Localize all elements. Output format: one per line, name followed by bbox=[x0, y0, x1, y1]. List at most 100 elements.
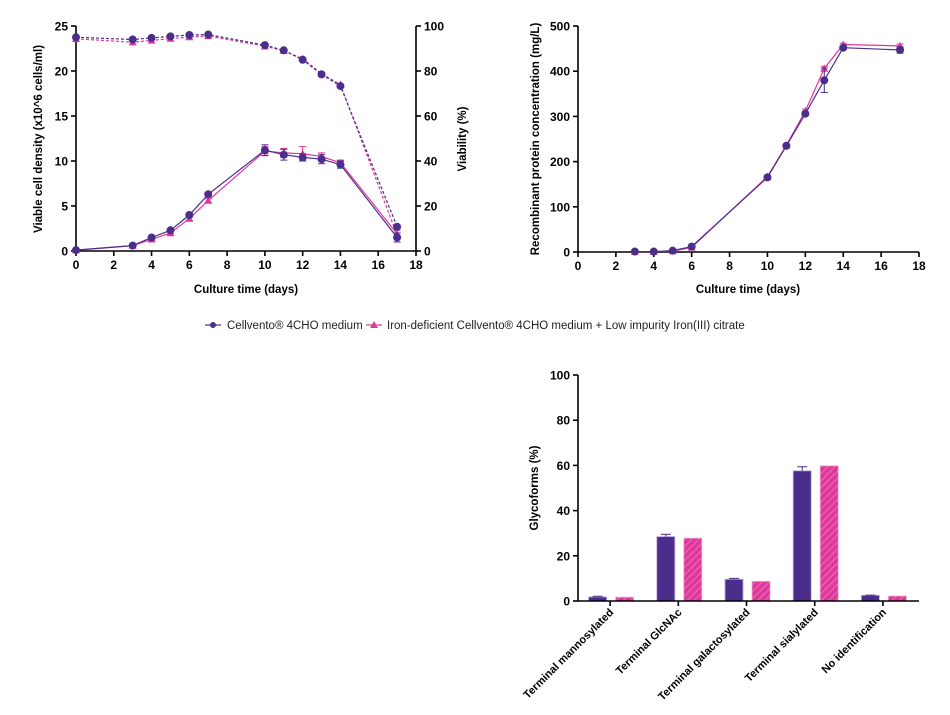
chart1-series-2-point bbox=[166, 32, 175, 41]
chart1-series-2-line bbox=[75, 33, 398, 227]
chart2-series-0-point bbox=[668, 246, 677, 255]
chart1-x-tick-label: 12 bbox=[296, 258, 310, 272]
chart1-series-0-point bbox=[204, 190, 213, 199]
chart3-marks bbox=[588, 465, 907, 602]
chart2-y-tick-label: 0 bbox=[563, 246, 570, 260]
chart1-series-2 bbox=[72, 30, 402, 231]
chart1-series-2-point bbox=[260, 41, 269, 50]
chart1-y-tick-label: 0 bbox=[61, 245, 68, 259]
chart3-bar bbox=[792, 470, 812, 602]
chart1-series-0-point bbox=[317, 155, 326, 164]
chart2-series-0-point bbox=[649, 247, 658, 256]
chart2-series-0-line bbox=[634, 47, 901, 253]
chart1-y-tick-label: 5 bbox=[61, 200, 68, 214]
chart1-series-1-point bbox=[204, 196, 213, 204]
chart3-bar bbox=[861, 594, 880, 602]
chart3-x-tick-label: Terminal GlcNAc bbox=[614, 607, 685, 678]
chart1-x-tick-label: 10 bbox=[258, 258, 272, 272]
chart1-y-tick-label: 25 bbox=[55, 20, 69, 34]
legend-item-iron-deficient: Iron-deficient Cellvento® 4CHO medium + … bbox=[366, 320, 745, 332]
chart1-x-tick-label: 6 bbox=[186, 258, 193, 272]
chart1-series-2-point bbox=[393, 222, 402, 231]
chart3-bar-group-1-series-1 bbox=[683, 537, 703, 602]
chart2-series-0-point bbox=[839, 43, 848, 52]
chart1-y2-tick-label: 80 bbox=[424, 65, 438, 79]
chart3-y-tick-label: 100 bbox=[550, 369, 570, 383]
chart1-y2-tick-label: 100 bbox=[424, 20, 444, 34]
chart3-bar-group-2-series-0 bbox=[724, 577, 744, 602]
chart2-x-axis-title: Culture time (days) bbox=[696, 284, 800, 296]
chart1-series-2-point bbox=[317, 70, 326, 79]
chart1-series-2-point bbox=[128, 35, 137, 44]
chart3-bar bbox=[724, 578, 744, 602]
chart3-bar bbox=[656, 536, 676, 602]
legend-triangle-marker-icon bbox=[370, 321, 378, 328]
chart1-series-2-point bbox=[185, 31, 194, 39]
chart1-x-tick-label: 2 bbox=[110, 258, 117, 272]
chart2-x-tick-label: 8 bbox=[726, 259, 733, 273]
chart1-series-0-point bbox=[147, 233, 156, 242]
chart1-x-tick-label: 4 bbox=[148, 258, 155, 272]
chart1-series-0-point bbox=[128, 241, 137, 250]
chart1-x-tick-label: 14 bbox=[334, 258, 348, 272]
chart2-x-tick-label: 10 bbox=[761, 259, 775, 273]
chart2-x-tick-label: 18 bbox=[912, 259, 926, 273]
chart1-y-tick-label: 15 bbox=[55, 110, 69, 124]
chart1-series-2-point bbox=[336, 82, 345, 91]
chart1-series-2-point bbox=[279, 46, 288, 55]
chart2-series-1-line bbox=[634, 43, 901, 253]
chart3-y-tick-label: 40 bbox=[557, 504, 571, 518]
chart1-series-2-point bbox=[204, 30, 213, 39]
chart1-series-2-point bbox=[147, 33, 156, 42]
chart1-x-tick-label: 0 bbox=[73, 258, 80, 272]
chart1-series-1 bbox=[72, 146, 402, 254]
chart1-x-tick-label: 18 bbox=[409, 258, 423, 272]
chart2-series-0-point bbox=[820, 76, 829, 85]
chart3-y-axis-title: Glycoforms (%) bbox=[529, 445, 541, 530]
chart1-series-0-point bbox=[185, 211, 194, 219]
chart2-y-tick-label: 500 bbox=[550, 20, 570, 34]
chart2-series-0-point bbox=[763, 173, 772, 182]
chart3-bar bbox=[683, 537, 703, 602]
chart3-y-tick-label: 0 bbox=[563, 595, 570, 609]
chart2-x-tick-label: 0 bbox=[575, 259, 582, 273]
chart1-series-0-line bbox=[75, 149, 398, 251]
chart2-series-0-point bbox=[630, 247, 639, 256]
chart2-x-tick-label: 6 bbox=[688, 259, 695, 273]
chart1-series-0-point bbox=[336, 160, 345, 169]
legend-label-cellvento: Cellvento® 4CHO medium bbox=[227, 320, 363, 332]
chart1-x-axis-title: Culture time (days) bbox=[194, 284, 298, 296]
chart1-series-3-line bbox=[75, 35, 398, 236]
legend-item-cellvento: Cellvento® 4CHO medium bbox=[205, 320, 363, 332]
protein-concentration-chart: 0 2 4 6 8 10 12 14 16 18 0 100 200 300 400 500 Culture … bbox=[530, 20, 926, 297]
chart2-series-1 bbox=[630, 40, 905, 255]
chart3-bar bbox=[751, 580, 771, 602]
chart1-series-3 bbox=[72, 31, 402, 239]
chart1-marks bbox=[72, 30, 402, 255]
chart3-y-tick-label: 80 bbox=[557, 414, 571, 428]
chart2-x-tick-label: 14 bbox=[837, 259, 851, 273]
chart3-y-tick-label: 20 bbox=[557, 549, 571, 563]
chart2-x-tick-label: 4 bbox=[650, 259, 657, 273]
chart1-x-tick-label: 16 bbox=[372, 258, 386, 272]
chart2-x-tick-label: 16 bbox=[874, 259, 888, 273]
chart1-series-2-point bbox=[72, 33, 80, 42]
chart3-bar-group-1-series-0 bbox=[656, 533, 676, 602]
chart1-series-0-point bbox=[166, 226, 175, 235]
chart2-series-0-point bbox=[896, 45, 905, 54]
chart2-y-axis-title: Recombinant protein concentration (mg/L) bbox=[530, 23, 542, 256]
chart3-bar-group-4-series-0 bbox=[861, 594, 880, 602]
chart3-x-tick-label: Terminal sialylated bbox=[743, 607, 821, 685]
chart2-series-0 bbox=[630, 43, 905, 256]
chart2-y-tick-label: 100 bbox=[550, 200, 570, 214]
legend-circle-marker-icon bbox=[210, 322, 216, 328]
chart1-series-0 bbox=[72, 144, 402, 255]
chart1-series-0-point bbox=[260, 146, 269, 155]
chart1-y-axis-title: Viable cell density (x10^6 cells/ml) bbox=[33, 45, 45, 233]
chart3-bar bbox=[819, 465, 839, 602]
chart1-y-tick-label: 10 bbox=[55, 155, 69, 169]
chart1-series-1-line bbox=[75, 150, 398, 251]
